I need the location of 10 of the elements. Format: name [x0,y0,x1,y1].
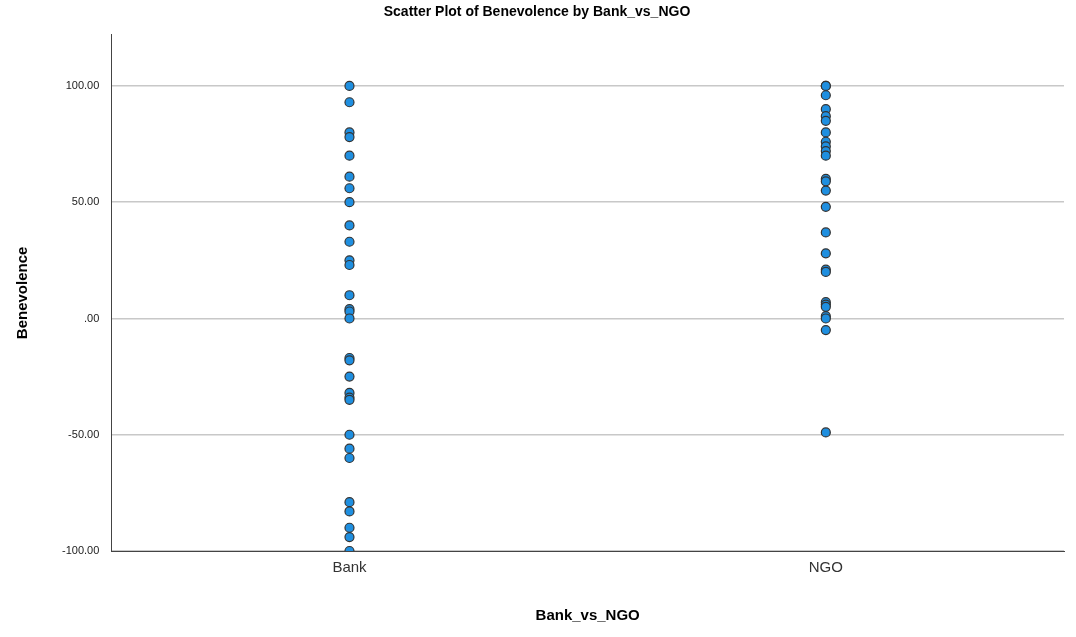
y-tick-label: -50.00 [68,427,100,440]
y-tick-label: -100.00 [62,544,100,557]
y-tick-label: 100.00 [65,78,100,91]
x-tick-label: Bank [332,558,368,576]
y-tick-label: .00 [84,311,100,324]
y-tick-label: 50.00 [71,195,100,208]
chart-title: Scatter Plot of Benevolence by Bank_vs_NGO [383,3,691,20]
x-axis-title: Bank_vs_NGO [535,606,641,624]
y-axis-title: Benevolence [13,246,31,340]
x-tick-label: NGO [808,558,843,576]
